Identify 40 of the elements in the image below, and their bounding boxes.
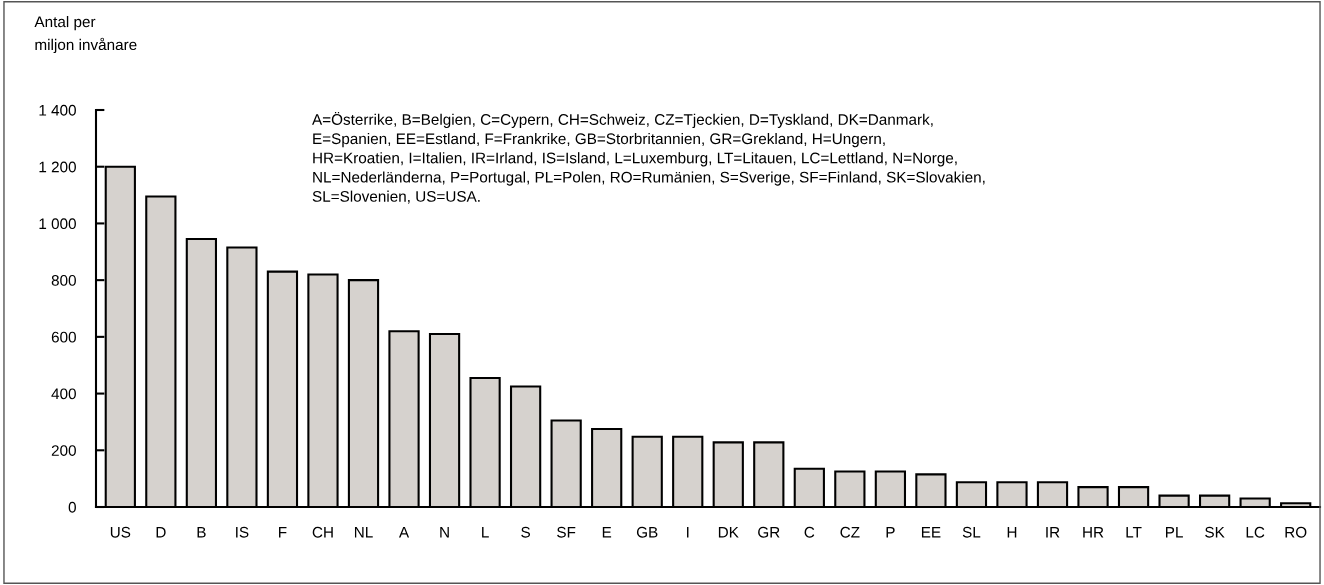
x-tick-label: E (602, 527, 612, 538)
x-tick-label: PL (1166, 527, 1183, 538)
x-tick-label: SK (1205, 526, 1225, 538)
x-tick-label: L (482, 527, 489, 538)
x-tick-label: S (521, 526, 531, 538)
x-tick-label: P (886, 527, 895, 538)
y-axis-title: Antal per miljon invånare (34, 16, 137, 54)
x-tick-label: SL (962, 526, 981, 538)
x-tick-label: HR (1083, 527, 1104, 538)
x-tick-label: F (279, 527, 287, 538)
x-tick-label: CH (312, 526, 333, 538)
x-tick-label: NL (354, 527, 373, 538)
x-tick-label: IS (236, 526, 249, 538)
x-tick-label: SF (557, 526, 576, 538)
x-tick-label: LT (1126, 527, 1142, 538)
x-tick-label: US (110, 526, 131, 538)
x-tick-label: LC (1246, 526, 1265, 538)
x-tick-label: EE (921, 527, 941, 538)
x-tick-label: GB (636, 526, 658, 538)
x-tick-label: N (440, 527, 449, 538)
annotation: A=Österrike, B=Belgien, C=Cypern, CH=Schweiz, CZ=Tjeckien, D=Tyskland, DK=Danmark, E=Spanien, EE=Estland, F=Frankrike, GB=Storbritannien, GR=Grekland, H=Ungern, HR=Kroatien, I=Italien, IR=Irland, IS=Island, L=Luxemburg, LT=Litauen, LC=Lettland, N=Norge, NL=Nederländerna, P=Portugal, PL=Polen, RO=Rumänien, S=Sverige, SF=Finland, SK=Slovakien, SL=Slovenien, US=USA. (312, 112, 985, 204)
y-tick-label: 400 (51, 388, 76, 400)
x-tick-label: I (687, 527, 689, 538)
y-tick-label: 600 (51, 331, 76, 343)
y-tick-label: 1 000 (39, 218, 76, 230)
x-tick-label: H (1007, 527, 1017, 538)
y-tick-label: 1 200 (39, 161, 76, 173)
y-tick-label: 1 400 (39, 104, 76, 116)
y-tick-label: 800 (51, 275, 76, 286)
x-tick-label: C (804, 526, 815, 538)
x-tick-label: A (398, 527, 410, 538)
x-tick-label: DK (718, 527, 739, 538)
x-tick-label: CZ (840, 526, 860, 538)
x-tick-label: B (197, 527, 206, 538)
x-tick-label: RO (1285, 526, 1307, 538)
x-tick-label: D (156, 527, 166, 538)
y-tick-label: 0 (68, 501, 76, 513)
y-tick-label: 200 (51, 445, 76, 456)
x-tick-label: GR (758, 526, 780, 538)
x-tick-label: IR (1046, 527, 1060, 538)
